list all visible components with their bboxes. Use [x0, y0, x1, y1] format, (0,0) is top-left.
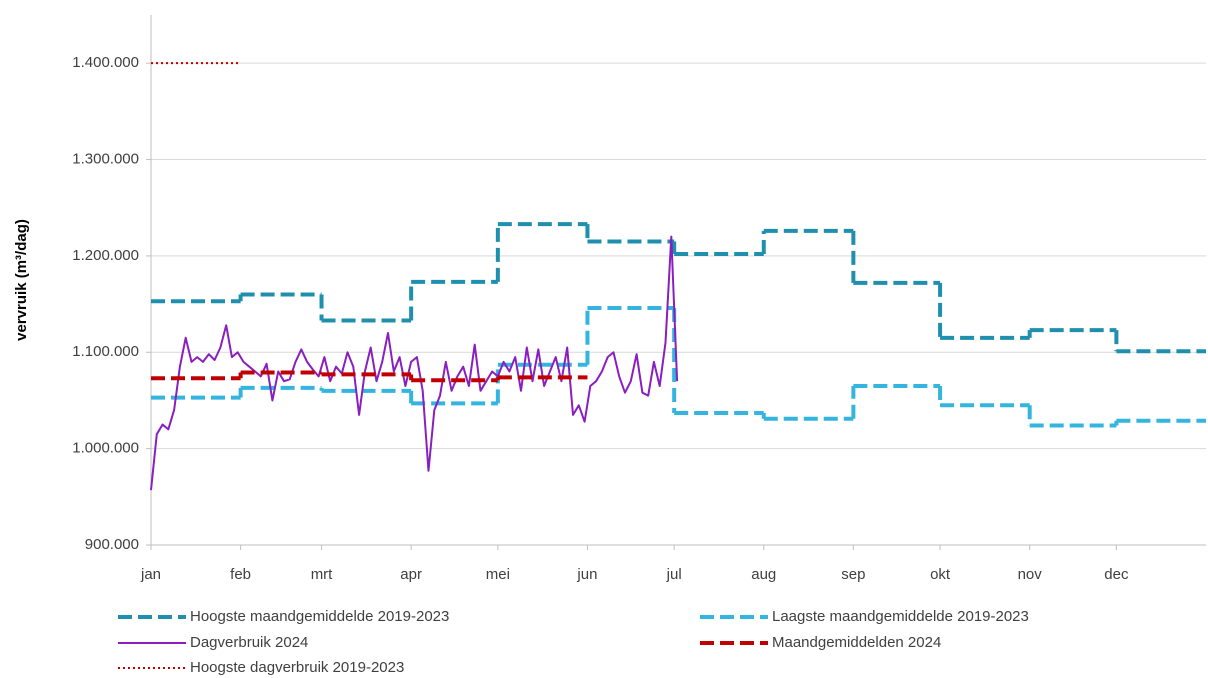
legend-label: Hoogste dagverbruik 2019-2023 — [190, 659, 404, 676]
legend-label: Maandgemiddelden 2024 — [772, 634, 941, 651]
x-tick-label: apr — [400, 566, 422, 583]
x-tick-label: mrt — [311, 566, 333, 583]
y-tick-label: 1.100.000 — [72, 343, 139, 360]
x-tick-label: mei — [486, 566, 510, 583]
x-tick-label: okt — [930, 566, 951, 583]
legend-label: Laagste maandgemiddelde 2019-2023 — [772, 608, 1029, 625]
x-tick-label: jun — [576, 566, 597, 583]
x-tick-label: feb — [230, 566, 251, 583]
legend-label: Hoogste maandgemiddelde 2019-2023 — [190, 608, 449, 625]
y-tick-label: 1.300.000 — [72, 151, 139, 168]
y-tick-label: 900.000 — [85, 536, 139, 553]
x-tick-label: jan — [140, 566, 161, 583]
y-axis-label: vervruik (m³/dag) — [13, 219, 30, 341]
x-tick-label: jul — [666, 566, 682, 583]
x-tick-label: aug — [751, 566, 776, 583]
y-tick-label: 1.400.000 — [72, 54, 139, 71]
legend-label: Dagverbruik 2024 — [190, 634, 308, 651]
x-tick-label: dec — [1104, 566, 1129, 583]
y-tick-label: 1.200.000 — [72, 247, 139, 264]
line — [150, 235, 679, 491]
x-tick-label: nov — [1018, 566, 1043, 583]
x-tick-label: sep — [841, 566, 865, 583]
y-tick-label: 1.000.000 — [72, 440, 139, 457]
